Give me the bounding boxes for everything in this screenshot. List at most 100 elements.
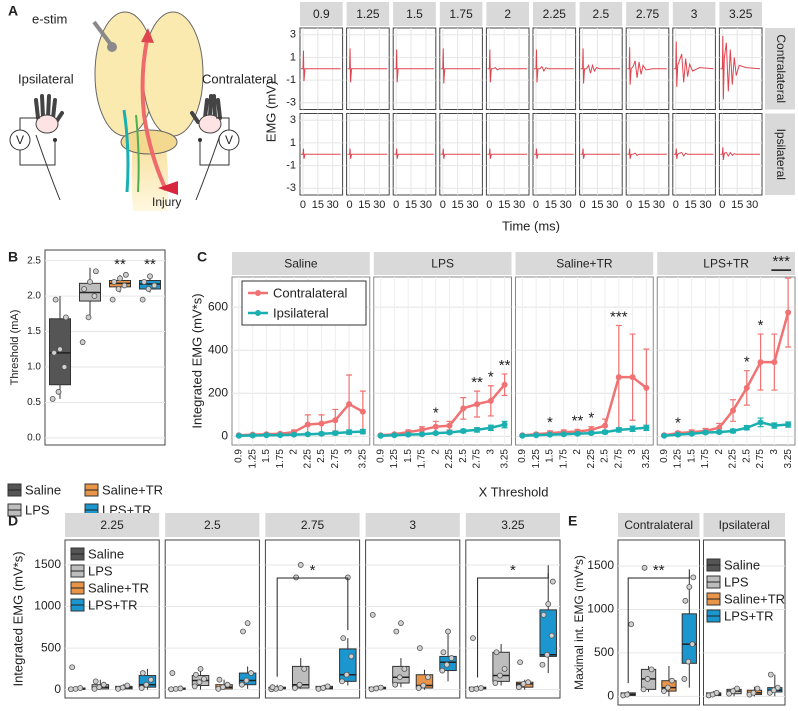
data-point (750, 689, 757, 696)
x-tick-label: 30 (606, 199, 618, 211)
y-tick-label: 1 (290, 51, 296, 63)
data-point (369, 611, 376, 618)
y-tick-label: 0.0 (27, 433, 41, 444)
facet-strip (365, 513, 460, 537)
data-point (115, 685, 122, 692)
legend-label: Saline+TR (102, 482, 163, 497)
row-label: Ipsilateral (774, 129, 788, 180)
data-point (478, 685, 484, 691)
panel-label: C (197, 249, 207, 265)
y-tick-label: 200 (208, 385, 228, 399)
significance-label: * (433, 404, 439, 421)
x-tick-label: 1.5 (261, 449, 272, 463)
x-tick-label: 0 (580, 199, 586, 211)
x-tick-label: 1.5 (403, 449, 414, 463)
data-point (77, 685, 84, 691)
x-tick-label: 15 (685, 199, 697, 211)
series-point (643, 424, 650, 431)
facet-strip (533, 2, 576, 26)
series-point (446, 429, 453, 436)
box (291, 665, 310, 689)
series-point (716, 424, 723, 431)
significance-label: ** (572, 412, 584, 429)
series-point (688, 430, 695, 437)
series-point (771, 422, 778, 429)
data-point (661, 688, 667, 695)
significance-label: * (588, 410, 594, 427)
side-label: Ipsilateral (18, 71, 74, 86)
y-tick-label: 1500 (34, 557, 61, 571)
trace (394, 49, 434, 83)
x-tick-label: 30 (699, 199, 711, 211)
significance-label: ** (114, 256, 126, 273)
data-point (473, 685, 480, 692)
data-point (121, 282, 128, 289)
facet-label: 0.9 (313, 7, 330, 21)
facet-strip (465, 513, 560, 537)
data-point (143, 681, 150, 688)
injury-marker (158, 181, 178, 195)
facet-strip (300, 2, 343, 26)
data-point (201, 675, 207, 682)
y-tick-label: 0 (607, 688, 614, 702)
series-point (743, 384, 750, 391)
data-point (540, 611, 547, 618)
facet-label: 1.25 (356, 7, 380, 21)
data-point (641, 564, 648, 571)
data-point (548, 632, 555, 639)
x-tick-label: 2 (572, 449, 583, 455)
data-point (681, 676, 688, 682)
facet-label: 3.25 (501, 518, 525, 532)
data-point (111, 279, 118, 285)
data-point (49, 396, 56, 402)
voltmeter (9, 129, 31, 151)
data-point (79, 339, 86, 346)
x-tick-label: 1.75 (700, 449, 711, 469)
data-point (293, 574, 300, 581)
legend-box (241, 280, 367, 326)
data-point (196, 679, 203, 686)
trace (627, 47, 667, 85)
significance-label: ** (653, 562, 665, 579)
data-point (193, 671, 199, 678)
legend-label: Saline+TR (724, 591, 785, 606)
series-point (702, 429, 709, 436)
data-point (138, 685, 145, 691)
trace (347, 148, 388, 159)
trace (673, 41, 714, 87)
x-tick-label: 15 (405, 199, 417, 211)
x-tick-label: 2 (714, 449, 725, 455)
data-point (117, 275, 123, 282)
data-point (147, 676, 154, 683)
trace (440, 148, 481, 159)
x-tick-label: 3.25 (641, 449, 652, 469)
x-tick-label: 1.25 (531, 449, 542, 469)
series-point (359, 428, 366, 435)
y-axis-label: Integrated EMG (mV*s) (189, 293, 204, 428)
series-point (743, 424, 750, 431)
x-tick-label: 0.9 (659, 449, 670, 463)
data-point (220, 684, 226, 691)
facet-strip (657, 252, 795, 275)
series-point (757, 419, 764, 426)
series-line (380, 383, 506, 437)
left-hand (34, 94, 64, 134)
y-tick-label: 1 (290, 137, 296, 149)
data-point (197, 665, 204, 672)
x-tick-label: 1.75 (417, 449, 428, 469)
y-tick-label: 1.5 (27, 326, 41, 337)
x-tick-label: 15 (452, 199, 464, 211)
x-axis-label: Time (ms) (502, 218, 560, 233)
data-point (277, 685, 284, 691)
series-point (391, 432, 398, 439)
data-point (191, 683, 198, 690)
y-tick-label: 0 (54, 682, 61, 696)
data-point (124, 682, 131, 689)
data-point (147, 273, 153, 280)
data-point (624, 691, 631, 698)
data-point (726, 690, 732, 697)
y-tick-label: -3 (286, 182, 296, 194)
data-point (324, 683, 331, 690)
series-line (380, 423, 505, 437)
data-point (57, 346, 63, 353)
